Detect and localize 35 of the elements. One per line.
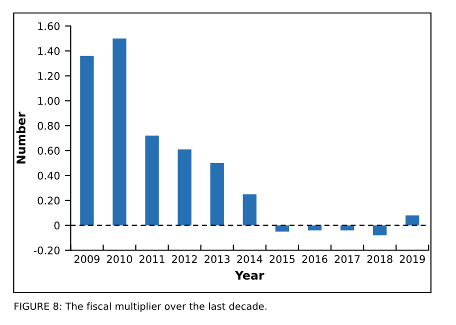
x-tick-label: 2014	[237, 255, 262, 264]
y-tick-label: -0.20	[34, 246, 60, 254]
bar	[112, 38, 126, 226]
bar	[372, 225, 387, 236]
y-tick-label: 0.60	[38, 146, 60, 155]
y-tick-label: 1.00	[38, 96, 60, 105]
bar	[145, 136, 159, 226]
x-tick-label: 2010	[107, 255, 132, 264]
x-tick-label: 2017	[334, 255, 360, 264]
x-tick-label: 2012	[172, 255, 197, 264]
bar	[406, 215, 420, 226]
y-tick-label: 0.20	[38, 196, 60, 205]
y-tick-label: 1.60	[38, 22, 60, 30]
bar	[210, 163, 224, 226]
bar	[308, 225, 322, 230]
caption: FIGURE 8: The fiscal multiplier over the last decade.	[14, 302, 266, 312]
y-tick-label: 0	[54, 222, 60, 230]
y-tick-label: 0.40	[38, 172, 60, 180]
x-axis-title: Year	[234, 270, 264, 280]
x-tick-label: 2016	[302, 255, 328, 264]
bar	[340, 225, 354, 230]
y-tick-label: 1.20	[38, 72, 60, 80]
bar	[242, 194, 256, 226]
y-tick-label: 1.40	[38, 47, 60, 56]
y-tick-label: 0.80	[38, 122, 60, 130]
x-tick-label: 2009	[74, 255, 100, 264]
x-tick-label: 2011	[140, 255, 164, 264]
bar	[80, 56, 94, 226]
bar	[275, 225, 290, 232]
x-tick-label: 2018	[367, 255, 392, 264]
x-tick-label: 2015	[270, 255, 295, 264]
x-tick-label: 2019	[400, 255, 425, 264]
y-axis-title: Number	[16, 112, 26, 164]
bar	[178, 149, 192, 226]
x-tick-label: 2013	[204, 255, 230, 264]
